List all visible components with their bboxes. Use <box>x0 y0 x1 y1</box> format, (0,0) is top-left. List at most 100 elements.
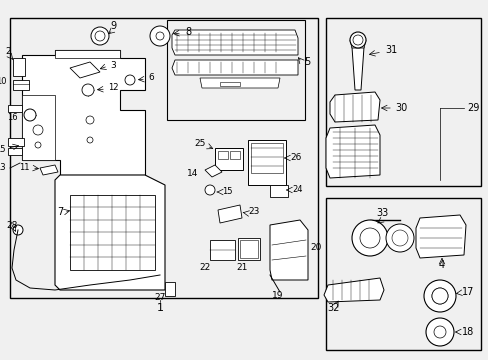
Bar <box>164 282 175 296</box>
Text: 13: 13 <box>0 163 6 172</box>
Text: 25: 25 <box>194 139 205 148</box>
Bar <box>238 238 260 260</box>
Circle shape <box>204 185 215 195</box>
Circle shape <box>351 220 387 256</box>
Text: 27: 27 <box>154 293 165 302</box>
Bar <box>325 18 480 186</box>
Circle shape <box>91 27 109 45</box>
Circle shape <box>352 35 362 45</box>
Circle shape <box>433 326 445 338</box>
Text: 28: 28 <box>6 220 18 230</box>
Circle shape <box>33 125 43 135</box>
Text: 23: 23 <box>247 207 259 216</box>
Text: 18: 18 <box>461 327 473 337</box>
Bar <box>167 20 305 120</box>
Text: 17: 17 <box>461 287 473 297</box>
Bar <box>8 148 22 155</box>
Polygon shape <box>269 220 307 280</box>
Text: 10: 10 <box>0 77 7 86</box>
Polygon shape <box>415 215 465 258</box>
Polygon shape <box>22 95 55 160</box>
Polygon shape <box>55 175 164 290</box>
Circle shape <box>349 32 365 48</box>
Text: 5: 5 <box>304 57 309 67</box>
Bar <box>8 105 22 112</box>
Circle shape <box>427 284 451 308</box>
Polygon shape <box>70 62 100 78</box>
Polygon shape <box>349 40 365 48</box>
Bar <box>215 148 243 170</box>
Text: 8: 8 <box>184 27 191 37</box>
Text: 11: 11 <box>20 162 30 171</box>
Polygon shape <box>329 92 379 122</box>
Circle shape <box>87 137 93 143</box>
Polygon shape <box>40 165 58 175</box>
Text: 29: 29 <box>466 103 478 113</box>
Circle shape <box>431 288 447 304</box>
Circle shape <box>86 116 94 124</box>
Bar <box>209 240 235 260</box>
Bar <box>269 185 287 197</box>
Bar <box>70 195 155 270</box>
Bar <box>13 58 25 76</box>
Text: 14: 14 <box>186 170 198 179</box>
Text: 7: 7 <box>57 207 63 217</box>
Circle shape <box>13 225 23 235</box>
Text: 21: 21 <box>236 264 247 273</box>
Polygon shape <box>204 165 222 177</box>
Circle shape <box>385 224 413 252</box>
Text: 6: 6 <box>148 73 153 82</box>
Text: 15: 15 <box>0 145 6 154</box>
Text: 26: 26 <box>289 153 301 162</box>
Polygon shape <box>325 125 379 178</box>
Circle shape <box>359 228 379 248</box>
Polygon shape <box>22 50 145 175</box>
Circle shape <box>423 280 455 312</box>
Circle shape <box>93 29 107 43</box>
Circle shape <box>431 288 447 304</box>
Bar <box>325 198 480 350</box>
Text: 30: 30 <box>394 103 407 113</box>
Text: 1: 1 <box>156 303 163 313</box>
Text: 16: 16 <box>7 113 17 122</box>
Circle shape <box>425 318 453 346</box>
Text: 9: 9 <box>110 21 116 31</box>
Polygon shape <box>351 47 363 90</box>
Circle shape <box>150 26 170 46</box>
Bar <box>240 240 258 258</box>
Bar <box>229 151 240 159</box>
Circle shape <box>35 142 41 148</box>
Circle shape <box>95 31 105 41</box>
Bar <box>10 18 317 298</box>
Bar <box>8 138 24 146</box>
Polygon shape <box>55 50 120 58</box>
Circle shape <box>391 230 407 246</box>
Polygon shape <box>218 205 242 223</box>
Text: 3: 3 <box>110 60 116 69</box>
Circle shape <box>82 84 94 96</box>
Circle shape <box>152 28 168 44</box>
Text: 12: 12 <box>108 84 118 93</box>
Text: 2: 2 <box>5 48 11 57</box>
Polygon shape <box>200 78 280 88</box>
Text: 20: 20 <box>309 243 321 252</box>
Text: 33: 33 <box>375 208 387 218</box>
Text: 22: 22 <box>199 264 210 273</box>
Bar <box>247 140 285 185</box>
Bar <box>250 143 283 173</box>
Polygon shape <box>172 60 297 75</box>
Circle shape <box>156 32 163 40</box>
Polygon shape <box>172 30 297 55</box>
Bar <box>218 151 227 159</box>
Text: 4: 4 <box>438 260 444 270</box>
Circle shape <box>24 109 36 121</box>
Circle shape <box>429 322 449 342</box>
Polygon shape <box>220 82 240 86</box>
Text: 15: 15 <box>222 188 232 197</box>
Bar <box>13 80 29 90</box>
Text: 24: 24 <box>291 185 302 194</box>
Text: 32: 32 <box>327 303 340 313</box>
Text: 19: 19 <box>272 291 283 300</box>
Polygon shape <box>324 278 383 302</box>
Circle shape <box>125 75 135 85</box>
